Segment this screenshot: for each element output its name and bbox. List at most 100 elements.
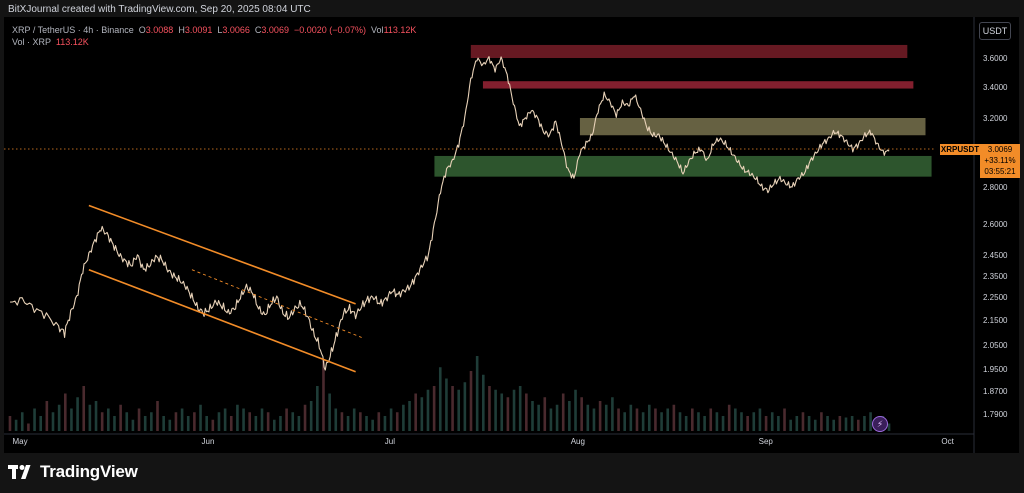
volume-bar (20, 412, 24, 431)
volume-bar (512, 389, 516, 431)
price-tick-label: 2.2500 (983, 293, 1008, 302)
price-tick-label: 2.1500 (983, 316, 1008, 325)
volume-bar (334, 408, 338, 431)
legend-volume-row-label[interactable]: Vol · XRP (12, 37, 51, 47)
volume-bar (758, 408, 762, 431)
volume-bar (291, 412, 295, 431)
volume-bar (359, 412, 362, 431)
volume-bar (125, 412, 129, 431)
time-tick-label: Sep (759, 437, 774, 446)
volume-bar (88, 404, 92, 431)
volume-bar (82, 386, 86, 431)
volume-bar (242, 408, 245, 431)
volume-bar (518, 386, 522, 431)
volume-bar (463, 382, 467, 431)
price-tick-label: 1.9500 (983, 365, 1008, 374)
volume-bar (70, 408, 73, 431)
current-price-value: 3.0069 (987, 145, 1013, 154)
volume-bar (414, 393, 417, 431)
volume-bar (137, 408, 141, 431)
volume-layer (8, 356, 891, 431)
volume-bar (826, 416, 829, 431)
volume-bar (629, 404, 633, 431)
volume-bar (863, 416, 866, 431)
bolt-icon[interactable]: ⚡ (872, 416, 888, 432)
chart-legend: XRP / TetherUS · 4h · Binance O3.0088 H3… (12, 24, 416, 48)
volume-bar (63, 393, 67, 431)
volume-bar (445, 378, 448, 431)
price-layer (10, 56, 890, 371)
volume-bar (162, 416, 165, 431)
time-tick-label: Jul (385, 437, 395, 446)
symbol-price-label: XRPUSDT (940, 144, 980, 155)
logo-text: TradingView (40, 462, 138, 481)
volume-bar (143, 416, 147, 431)
volume-bar (789, 419, 792, 431)
volume-bar (795, 416, 799, 431)
volume-bar (272, 419, 276, 431)
zone-rect (470, 44, 908, 58)
volume-bar (113, 416, 116, 431)
legend-volume-row-value: 113.12K (55, 37, 89, 47)
volume-bar (119, 404, 122, 431)
volume-bar (205, 416, 208, 431)
price-tick-label: 3.2000 (983, 114, 1008, 123)
volume-bar (703, 416, 706, 431)
tradingview-logo-icon (8, 465, 31, 479)
volume-bar (807, 416, 811, 431)
volume-bar (752, 412, 756, 431)
volume-bar (316, 386, 319, 431)
channel-midline (191, 269, 362, 338)
volume-bar (150, 412, 153, 431)
volume-bar (543, 397, 547, 431)
volume-bar (186, 416, 190, 431)
zone-layer (434, 44, 932, 177)
volume-bar (666, 408, 670, 431)
volume-bar (531, 401, 534, 431)
volume-bar (383, 416, 387, 431)
price-chart[interactable]: 3.6000 3.4000 3.2000 2.8000 2.6000 2.4500 2.35… (4, 17, 1019, 453)
volume-bar (260, 408, 264, 431)
channel-layer (88, 204, 362, 373)
volume-bar (537, 404, 540, 431)
volume-bar (199, 404, 202, 431)
volume-bar (641, 412, 645, 431)
price-series-line (10, 56, 890, 371)
chart-panel[interactable]: 3.6000 3.4000 3.2000 2.8000 2.6000 2.4500 2.35… (4, 17, 1020, 453)
volume-bar (322, 359, 325, 431)
time-tick-label: Aug (571, 437, 585, 446)
volume-bar (389, 408, 393, 431)
volume-bar (475, 356, 479, 431)
volume-bar (820, 412, 823, 431)
volume-bar (346, 416, 350, 431)
volume-bar (568, 401, 571, 431)
legend-open-value: 3.0088 (145, 25, 174, 35)
currency-selector[interactable]: USDT (979, 22, 1011, 40)
volume-bar (107, 408, 110, 431)
volume-bar (352, 408, 356, 431)
volume-bar (340, 412, 344, 431)
volume-bar (14, 419, 18, 431)
volume-bar (309, 401, 313, 431)
volume-bar (525, 393, 528, 431)
volume-bar (838, 416, 842, 431)
legend-close-value: 3.0069 (261, 25, 289, 35)
volume-bar (832, 419, 835, 431)
volume-bar (168, 419, 172, 431)
volume-bar (39, 416, 42, 431)
volume-bar (672, 404, 676, 431)
volume-bar (586, 404, 590, 431)
volume-bar (844, 417, 848, 431)
tradingview-logo[interactable]: TradingView (8, 462, 138, 482)
volume-bar (266, 412, 270, 431)
price-tick-label: 1.8700 (983, 387, 1008, 396)
volume-bar (27, 423, 30, 431)
volume-bar (678, 412, 682, 431)
channel-line (88, 204, 356, 305)
volume-bar (734, 408, 737, 431)
legend-symbol[interactable]: XRP / TetherUS · 4h · Binance (12, 25, 134, 35)
volume-bar (691, 408, 694, 431)
volume-bar (236, 404, 239, 431)
price-tick-label: 2.4500 (983, 251, 1008, 260)
volume-bar (623, 412, 626, 431)
